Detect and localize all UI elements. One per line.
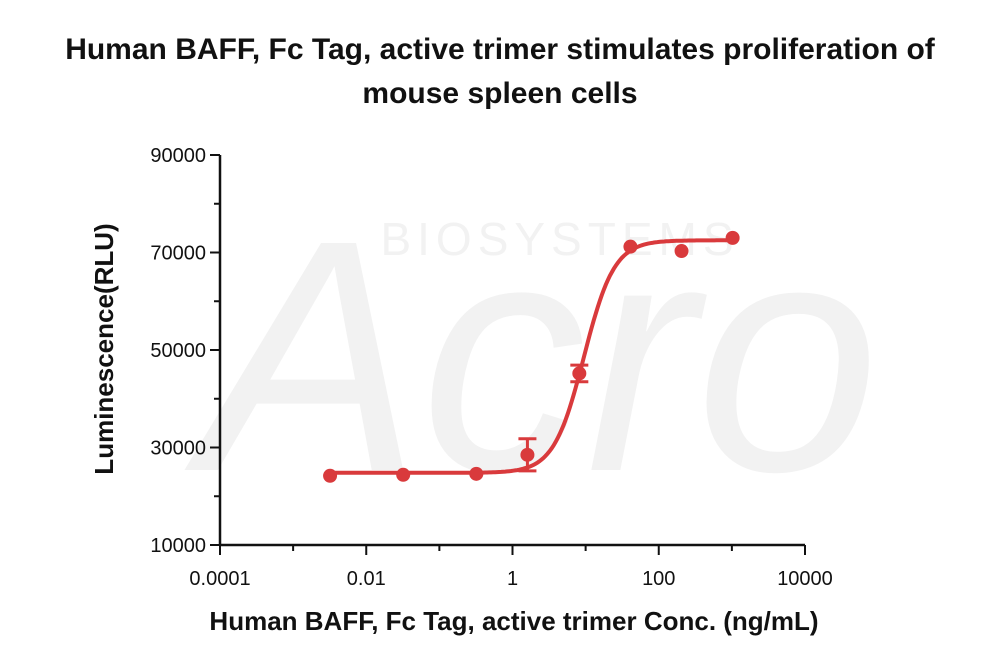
y-tick-label: 50000 [150,340,206,362]
watermark: BIOSYSTEMS Acro [180,171,879,540]
y-tick-label: 70000 [150,243,206,265]
x-tick-label: 10000 [777,568,833,590]
x-tick-label: 0.01 [347,568,386,590]
data-point [396,467,411,482]
chart-title-line-2: mouse spleen cells [362,77,638,110]
x-tick-label: 1 [507,568,518,590]
data-point [572,366,587,381]
data-point [674,244,689,259]
x-tick-label: 0.0001 [189,568,250,590]
y-tick-label: 90000 [150,145,206,167]
y-axis-title: Luminescence(RLU) [89,223,119,474]
chart-title-line-1: Human BAFF, Fc Tag, active trimer stimul… [65,33,935,66]
x-axis-ticks: 0.0001 0.01 1 100 10000 [189,545,833,590]
data-point [520,447,535,462]
data-point [623,239,638,254]
chart-title: Human BAFF, Fc Tag, active trimer stimul… [0,28,1000,116]
data-point [323,468,338,483]
watermark-brand: Acro [180,171,879,540]
y-axis-ticks: 10000 30000 50000 70000 90000 [150,145,220,557]
x-axis-title: Human BAFF, Fc Tag, active trimer Conc. … [209,606,818,636]
y-tick-label: 10000 [150,535,206,557]
data-point [469,466,484,481]
y-tick-label: 30000 [150,438,206,460]
data-point [725,230,740,245]
data-points [323,230,740,483]
x-tick-label: 100 [642,568,675,590]
